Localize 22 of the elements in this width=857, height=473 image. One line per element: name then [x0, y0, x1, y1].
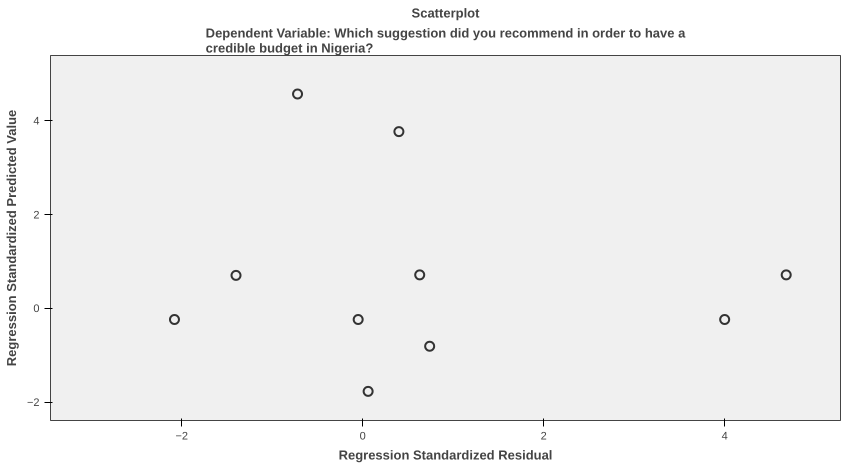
- point: [719, 314, 730, 325]
- x-tick-label: −2: [175, 430, 188, 442]
- y-tick-label: 2: [33, 209, 40, 222]
- point: [230, 270, 242, 281]
- point: [362, 386, 374, 397]
- y-tick-label: −2: [26, 397, 40, 410]
- point: [780, 269, 792, 280]
- chart-title: Scatterplot: [412, 6, 480, 20]
- x-tick-label: 2: [540, 430, 547, 442]
- point: [292, 88, 304, 100]
- point: [424, 340, 436, 352]
- point: [352, 314, 364, 325]
- point: [414, 269, 426, 280]
- x-axis-title: Regression Standardized Residual: [338, 448, 552, 462]
- x-tick-label: 4: [722, 430, 728, 442]
- y-axis-title: Regression Standardized Predicted Value: [4, 110, 19, 366]
- y-tick-label: 4: [33, 115, 40, 128]
- x-tick-label: 0: [360, 430, 366, 442]
- point: [168, 314, 180, 325]
- y-tick-label: 0: [33, 303, 40, 316]
- chart-subtitle: Dependent Variable: Which suggestion did you recommend in order to have a credible budget in Nigeria?: [206, 26, 686, 56]
- point: [393, 126, 404, 138]
